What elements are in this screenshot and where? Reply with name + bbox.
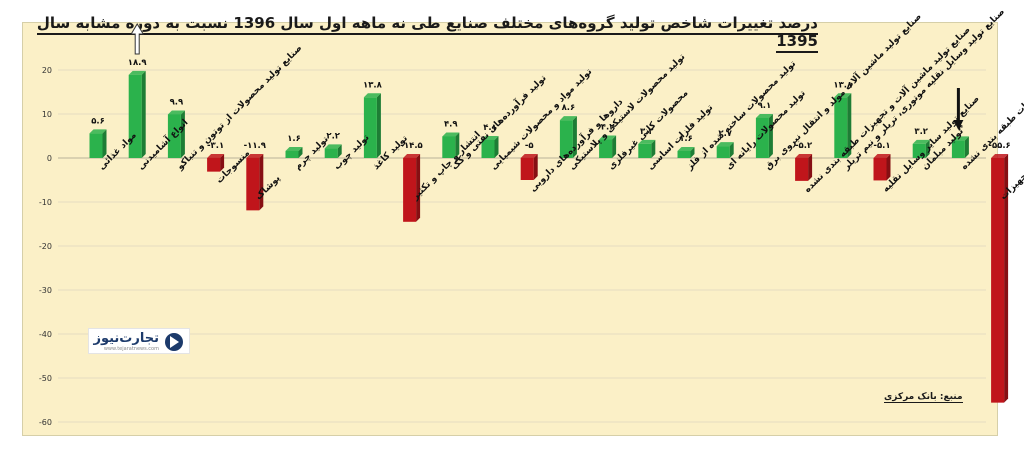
data-label: ۱۸.۹ <box>128 58 148 68</box>
bar <box>716 142 734 158</box>
data-label: ۱.۶ <box>287 134 301 144</box>
data-label: -۵۵.۶ <box>988 141 1010 151</box>
bar <box>324 144 342 158</box>
bar <box>363 93 381 158</box>
bar <box>599 135 617 158</box>
bar <box>677 146 695 158</box>
bar <box>481 135 499 158</box>
bar <box>795 154 813 181</box>
data-label: ۱.۶ <box>679 134 693 144</box>
bar <box>520 154 538 180</box>
y-tick-label: 20 <box>42 66 52 75</box>
arrow-down-icon <box>953 88 964 130</box>
bar <box>951 136 969 158</box>
data-label: ۵.۶ <box>91 116 105 126</box>
bar <box>991 154 1009 403</box>
data-label: ۹.۹ <box>170 97 184 107</box>
bar <box>442 132 460 158</box>
data-label: ۴.۱ <box>483 123 497 133</box>
bar <box>403 154 421 222</box>
bar <box>89 129 107 158</box>
chart-frame <box>22 22 998 436</box>
tejaratnews-logo: تجارت‌نیوز www.tejaratnews.com <box>88 328 190 354</box>
data-label: -۵.۱ <box>873 141 890 151</box>
arrow-up-icon <box>130 23 145 55</box>
bar <box>834 93 852 158</box>
bar <box>638 139 656 158</box>
data-label: -۱۱.۹ <box>244 141 267 151</box>
y-tick-label: -60 <box>39 418 52 427</box>
y-tick-label: -30 <box>39 286 52 295</box>
bar <box>912 139 930 158</box>
data-label: ۹.۱ <box>758 101 772 111</box>
y-tick-label: 0 <box>47 154 52 163</box>
bar <box>559 116 577 158</box>
data-label: ۴ <box>958 123 963 133</box>
bar <box>167 110 185 158</box>
data-label: ۱۳.۸ <box>363 80 383 90</box>
data-label: ۲.۷ <box>718 129 732 139</box>
data-label: -۵.۲ <box>795 141 813 151</box>
y-tick-label: -10 <box>39 198 52 207</box>
data-label: ۳.۲ <box>640 127 654 137</box>
bar <box>207 154 225 172</box>
data-label: -۳.۱ <box>207 141 224 151</box>
data-label: ۱۳.۸ <box>833 80 853 90</box>
bar <box>246 154 264 211</box>
y-tick-label: -40 <box>39 330 52 339</box>
logo-arrow-icon <box>165 333 183 351</box>
chart-title: درصد تغییرات شاخص تولید گروه‌های مختلف ص… <box>0 14 818 53</box>
y-tick-label: -20 <box>39 242 52 251</box>
data-label: ۴.۲ <box>601 123 615 133</box>
data-label: -۵ <box>525 141 534 151</box>
bar <box>128 70 146 158</box>
data-label: ۸.۶ <box>562 103 576 113</box>
bar <box>755 113 773 158</box>
data-label: -۱۴.۵ <box>400 141 422 151</box>
chart-source: منبع: بانک مرکزی <box>884 392 963 403</box>
y-tick-label: -50 <box>39 374 52 383</box>
bar <box>873 154 891 181</box>
data-label: ۳.۲ <box>914 127 928 137</box>
y-tick-label: 10 <box>42 110 52 119</box>
bar <box>285 146 303 158</box>
data-label: ۴.۹ <box>444 119 458 129</box>
category-label: تولید فلزات اساسی <box>646 103 715 172</box>
data-label: ۲.۲ <box>326 131 340 141</box>
